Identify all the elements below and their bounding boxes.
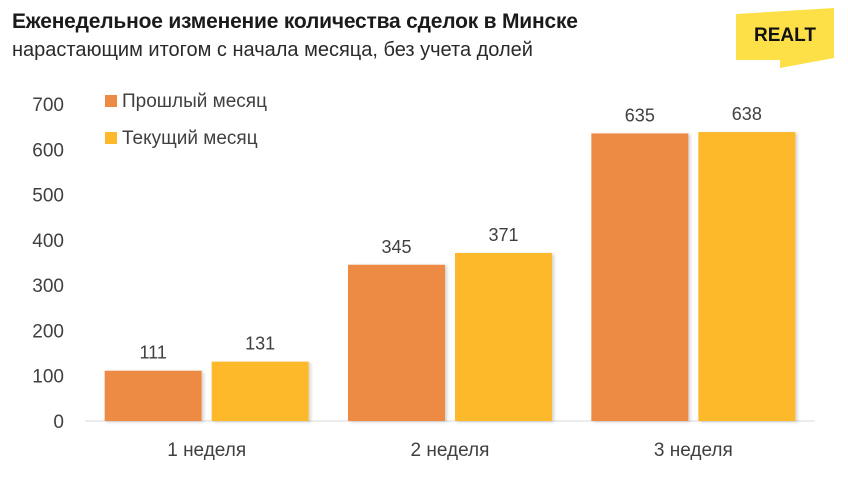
y-tick-label: 300 bbox=[32, 276, 64, 297]
x-tick-label: 3 неделя bbox=[654, 440, 733, 461]
logo-text: REALT bbox=[754, 25, 816, 46]
data-label: 635 bbox=[625, 105, 655, 125]
y-tick-label: 500 bbox=[32, 186, 64, 207]
y-tick-label: 0 bbox=[53, 412, 64, 433]
data-label: 638 bbox=[732, 104, 762, 124]
x-tick-label: 2 неделя bbox=[411, 440, 490, 461]
data-label: 111 bbox=[139, 343, 166, 363]
x-tick-label: 1 неделя bbox=[167, 440, 246, 461]
legend-swatch bbox=[105, 95, 117, 107]
data-label: 371 bbox=[488, 225, 518, 245]
data-label: 345 bbox=[381, 237, 411, 257]
y-tick-label: 600 bbox=[32, 140, 64, 161]
bar bbox=[698, 132, 796, 421]
legend-label: Прошлый месяц bbox=[122, 91, 267, 112]
chart-title: Еженедельное изменение количества сделок… bbox=[12, 10, 578, 33]
logo-background bbox=[736, 8, 834, 68]
bar bbox=[104, 370, 202, 421]
bar bbox=[591, 133, 689, 421]
y-tick-label: 400 bbox=[32, 231, 64, 252]
y-tick-label: 100 bbox=[32, 367, 64, 388]
y-tick-label: 200 bbox=[32, 321, 64, 342]
y-tick-label: 700 bbox=[32, 95, 64, 116]
chart-subtitle: нарастающим итогом с начала месяца, без … bbox=[12, 39, 533, 61]
legend-swatch bbox=[105, 132, 117, 144]
data-label: 131 bbox=[245, 334, 275, 354]
bar bbox=[211, 361, 309, 421]
realt-logo: REALT bbox=[736, 8, 834, 68]
bar bbox=[455, 252, 552, 421]
legend-label: Текущий месяц bbox=[122, 128, 258, 149]
bar bbox=[348, 264, 445, 421]
